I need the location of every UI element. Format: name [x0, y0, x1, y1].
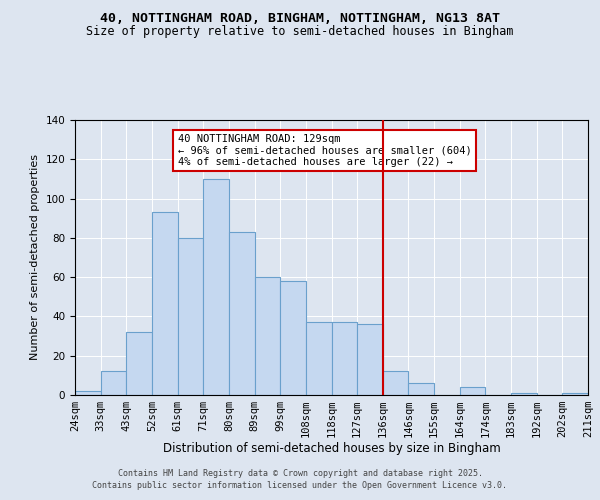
Bar — [511, 393, 537, 395]
Text: 40 NOTTINGHAM ROAD: 129sqm
← 96% of semi-detached houses are smaller (604)
4% of: 40 NOTTINGHAM ROAD: 129sqm ← 96% of semi… — [178, 134, 472, 167]
Bar — [75, 391, 101, 395]
Bar — [178, 238, 203, 395]
Bar — [280, 281, 306, 395]
Text: Contains HM Land Registry data © Crown copyright and database right 2025.
Contai: Contains HM Land Registry data © Crown c… — [92, 469, 508, 490]
Bar — [331, 322, 357, 395]
X-axis label: Distribution of semi-detached houses by size in Bingham: Distribution of semi-detached houses by … — [163, 442, 500, 454]
Bar — [229, 232, 254, 395]
Bar — [460, 387, 485, 395]
Text: Size of property relative to semi-detached houses in Bingham: Size of property relative to semi-detach… — [86, 25, 514, 38]
Text: 40, NOTTINGHAM ROAD, BINGHAM, NOTTINGHAM, NG13 8AT: 40, NOTTINGHAM ROAD, BINGHAM, NOTTINGHAM… — [100, 12, 500, 26]
Bar — [101, 372, 127, 395]
Bar — [409, 383, 434, 395]
Bar — [357, 324, 383, 395]
Bar — [127, 332, 152, 395]
Bar — [254, 277, 280, 395]
Bar — [306, 322, 331, 395]
Bar — [203, 179, 229, 395]
Bar — [562, 393, 588, 395]
Bar — [383, 372, 409, 395]
Bar — [152, 212, 178, 395]
Y-axis label: Number of semi-detached properties: Number of semi-detached properties — [30, 154, 40, 360]
